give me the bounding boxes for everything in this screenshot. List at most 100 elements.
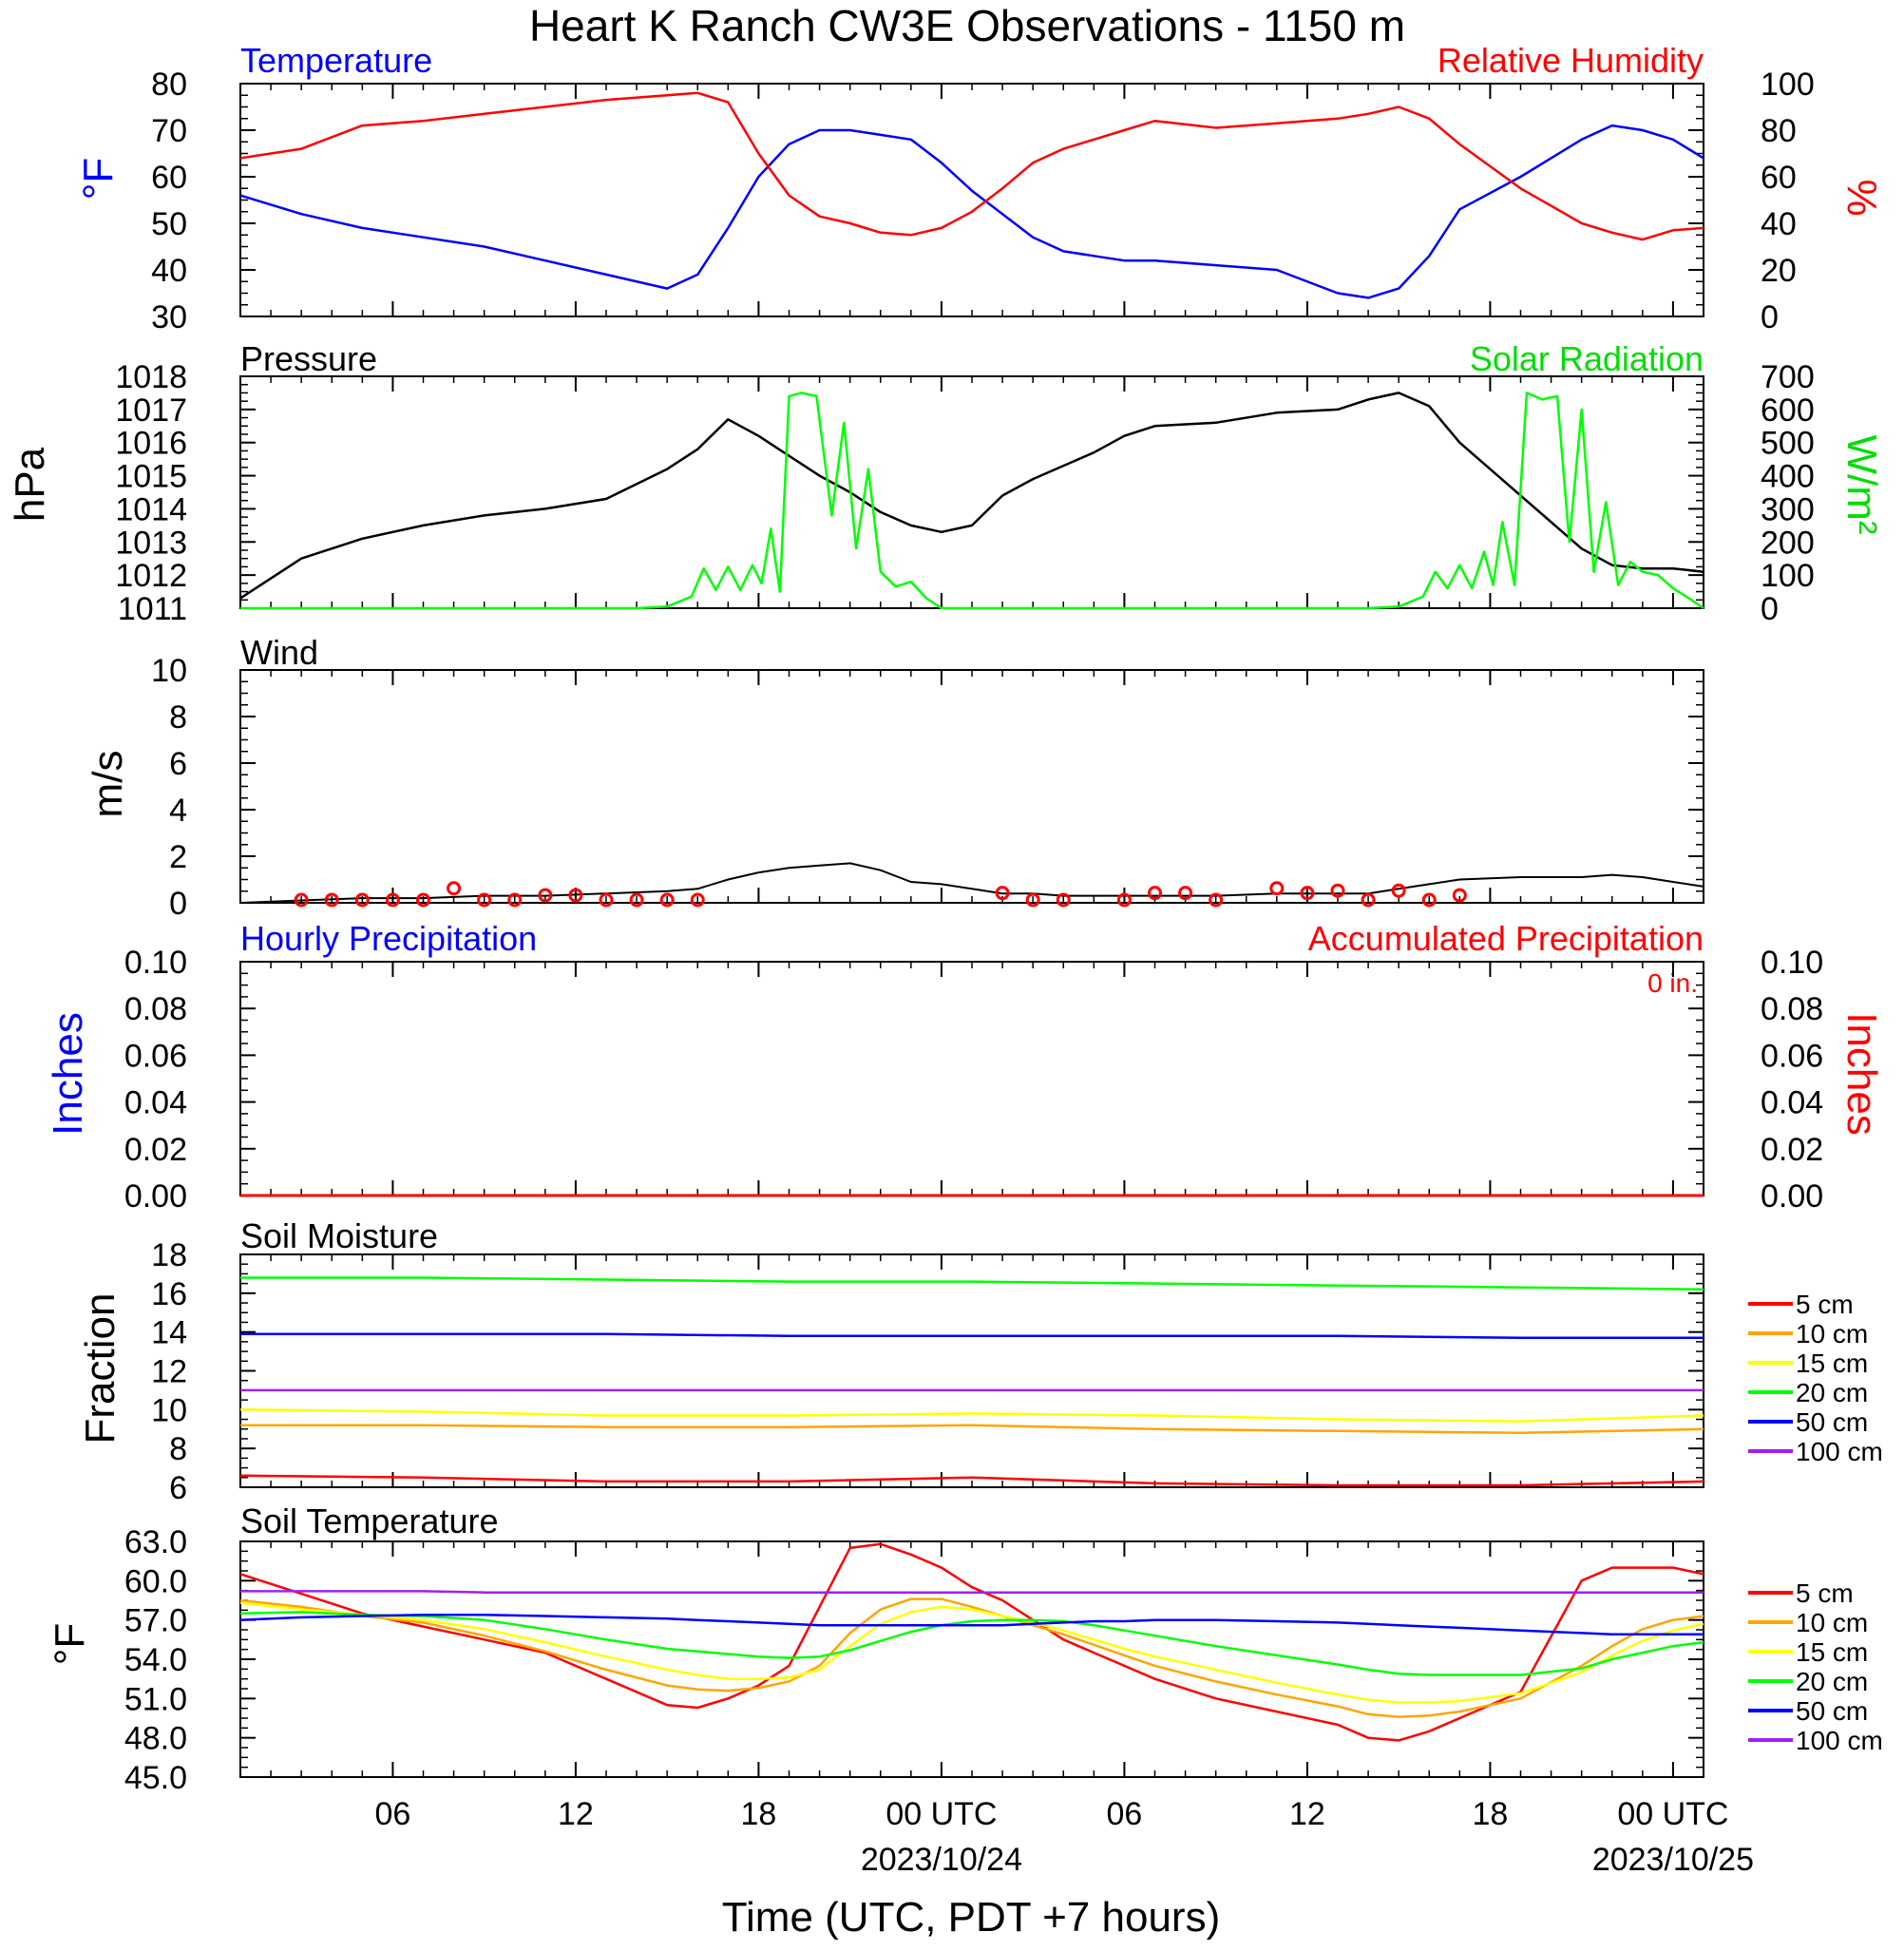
wind-direction-marker <box>1421 892 1437 908</box>
wind-direction-marker <box>1116 892 1132 908</box>
x-tick-label: 00 UTC <box>885 1796 997 1832</box>
y-tick-label: 14 <box>151 1315 187 1351</box>
wind-direction-marker <box>1330 883 1345 898</box>
pressure-line <box>239 392 1704 600</box>
y-tick-label: 18 <box>151 1237 187 1273</box>
wind-direction-marker <box>324 892 339 908</box>
wind-direction-marker <box>599 892 614 908</box>
x-tick-label: 00 UTC <box>1617 1796 1728 1832</box>
series-line-5-cm <box>239 1542 1704 1742</box>
humidity-unit-label: % <box>1838 179 1885 216</box>
x-date-label: 2023/10/25 <box>1592 1842 1754 1878</box>
wind-direction-marker <box>1148 886 1162 901</box>
wind-direction-marker <box>1452 888 1467 903</box>
y-right-tick-label: 0.04 <box>1761 1085 1823 1121</box>
pressure-unit-label: hPa <box>7 447 53 522</box>
solar-title: Solar Radiation <box>1470 339 1704 378</box>
panel-1: 30 40 50 60 70 80 0 20 40 60 80 100 <box>151 67 1815 335</box>
legend-label: 10 cm <box>1796 1319 1868 1348</box>
legend-label: 15 cm <box>1796 1348 1868 1378</box>
soil-moisture-unit-label: Fraction <box>77 1293 124 1444</box>
y-right-tick-label: 300 <box>1761 491 1815 527</box>
y-tick-label: 60 <box>151 160 187 196</box>
y-tick-label: 1011 <box>118 591 187 627</box>
y-tick-label: 12 <box>151 1354 187 1390</box>
legend-label: 100 cm <box>1796 1437 1883 1466</box>
wind-direction-marker <box>354 892 370 908</box>
page-title: Heart K Ranch CW3E Observations - 1150 m <box>529 1 1405 50</box>
y-right-tick-label: 400 <box>1761 459 1815 495</box>
y-tick-label: 0.02 <box>124 1132 187 1168</box>
soil-temperature-title: Soil Temperature <box>240 1502 498 1540</box>
y-tick-label: 1013 <box>115 525 187 561</box>
wind-direction-marker <box>447 881 462 896</box>
plot-frame <box>239 669 1704 904</box>
temperature-title: Temperature <box>240 41 432 80</box>
wind-direction-marker <box>294 892 309 908</box>
solar-radiation-line <box>240 392 1704 610</box>
wind-direction-marker <box>1300 886 1315 901</box>
y-tick-label: 0.10 <box>124 945 187 981</box>
y-right-tick-label: 40 <box>1761 206 1797 242</box>
y-right-tick-label: 200 <box>1761 525 1815 561</box>
y-tick-label: 1017 <box>115 392 187 429</box>
series-line-50-cm <box>239 1613 1704 1636</box>
plot-frame <box>239 1253 1704 1488</box>
plot-frame <box>239 1540 1704 1778</box>
precip-right-unit-label: Inches <box>1838 1012 1885 1136</box>
wind-title: Wind <box>240 633 318 672</box>
plot-frame <box>239 961 1704 1196</box>
y-tick-label: 1012 <box>115 558 187 594</box>
y-tick-label: 8 <box>169 1431 187 1467</box>
wind-direction-marker <box>690 892 705 908</box>
pressure-title: Pressure <box>240 339 377 378</box>
y-tick-label: 1016 <box>115 426 187 462</box>
series-line-100-cm <box>240 1590 1704 1594</box>
y-tick-label: 0.04 <box>124 1085 187 1121</box>
y-right-tick-label: 80 <box>1761 113 1797 149</box>
y-tick-label: 2 <box>169 839 187 875</box>
y-tick-label: 48.0 <box>124 1721 187 1757</box>
wind-direction-marker <box>1178 886 1193 901</box>
legend-label: 50 cm <box>1796 1407 1868 1437</box>
wind-direction-marker <box>568 888 583 903</box>
y-right-tick-label: 60 <box>1761 160 1797 196</box>
series-line-10-cm <box>240 1424 1704 1435</box>
x-tick-label: 12 <box>1289 1796 1325 1832</box>
y-right-tick-label: 0.08 <box>1761 991 1823 1027</box>
series-line-50-cm <box>240 1332 1704 1340</box>
wind-direction-marker <box>995 886 1010 901</box>
y-tick-label: 1015 <box>115 459 187 495</box>
y-right-tick-label: 600 <box>1761 392 1815 429</box>
wind-direction-marker <box>385 892 400 908</box>
y-right-tick-label: 100 <box>1761 558 1815 594</box>
y-tick-label: 6 <box>169 1470 187 1506</box>
series-line-15-cm <box>239 1601 1704 1704</box>
precip-left-unit-label: Inches <box>45 1012 91 1136</box>
y-tick-label: 40 <box>151 253 187 289</box>
temperature-line <box>239 124 1704 299</box>
wind-direction-marker <box>1361 892 1376 908</box>
x-tick-label: 06 <box>1107 1796 1143 1832</box>
y-right-tick-label: 20 <box>1761 253 1797 289</box>
legend-label: 100 cm <box>1796 1726 1883 1755</box>
humidity-line <box>239 91 1704 241</box>
y-right-tick-label: 0 <box>1761 591 1779 627</box>
y-tick-label: 70 <box>151 113 187 149</box>
plot-frame <box>239 375 1704 609</box>
panel-4: 0.00 0.00 0.02 0.02 0.04 0.04 0.06 0.06 0.08 0.08… <box>124 945 1823 1215</box>
y-tick-label: 80 <box>151 67 187 103</box>
y-right-tick-label: 0 <box>1761 299 1779 335</box>
y-right-tick-label: 0.06 <box>1761 1038 1823 1074</box>
wind-direction-marker <box>1269 881 1285 896</box>
y-tick-label: 1018 <box>115 359 187 395</box>
legend-label: 15 cm <box>1796 1637 1868 1667</box>
series-line-20-cm <box>239 1611 1704 1676</box>
hourly-precip-title: Hourly Precipitation <box>240 919 537 958</box>
accum-precip-title: Accumulated Precipitation <box>1308 919 1704 958</box>
plot-frame <box>239 83 1704 317</box>
y-tick-label: 0.00 <box>124 1178 187 1215</box>
panel-3: 0 2 4 6 8 10 <box>151 653 1704 922</box>
y-tick-label: 60.0 <box>124 1563 187 1599</box>
